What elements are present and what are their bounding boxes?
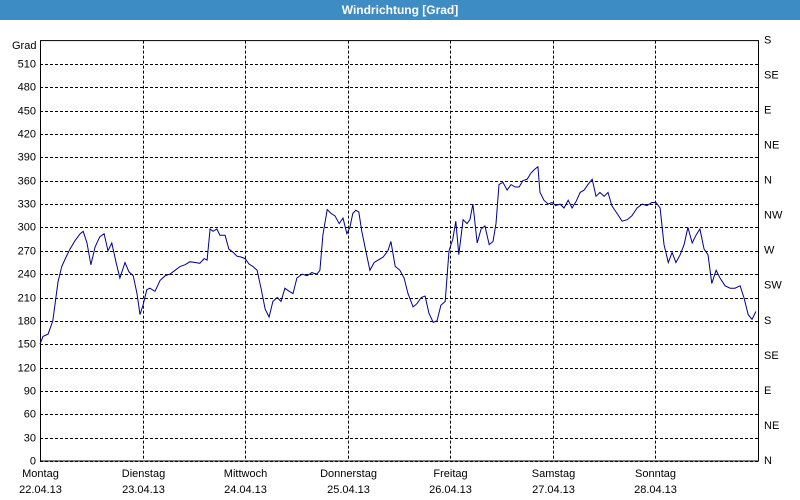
y2-tick-label: NW (764, 210, 783, 222)
y-tick-label: 510 (18, 58, 36, 70)
x-tick-sublabel: 26.04.13 (429, 484, 472, 496)
y2-tick-label: N (764, 175, 772, 187)
y-tick-label: 330 (18, 198, 36, 210)
y-tick-label: 450 (18, 105, 36, 117)
y-tick-label: 240 (18, 268, 36, 280)
y-tick-label: 0 (30, 455, 36, 467)
x-tick-sublabel: 23.04.13 (122, 484, 165, 496)
y2-tick-label: SW (764, 280, 782, 292)
x-tick-label: Donnerstag (320, 468, 377, 480)
y2-tick-label: S (764, 315, 771, 327)
y2-tick-label: NE (764, 140, 779, 152)
y-tick-label: 360 (18, 175, 36, 187)
y-tick-label: 420 (18, 128, 36, 140)
x-tick-sublabel: 28.04.13 (634, 484, 677, 496)
y-tick-label: 210 (18, 292, 36, 304)
x-tick-label: Montag (22, 468, 59, 480)
x-tick-label: Sonntag (635, 468, 676, 480)
y2-tick-label: E (764, 385, 771, 397)
x-tick-label: Mittwoch (224, 468, 267, 480)
y2-tick-label: SE (764, 70, 779, 82)
y-tick-label: 30 (24, 432, 36, 444)
y2-tick-label: NE (764, 420, 779, 432)
x-tick-sublabel: 27.04.13 (532, 484, 575, 496)
y-tick-label: 480 (18, 81, 36, 93)
x-tick-label: Freitag (433, 468, 467, 480)
x-tick-sublabel: 22.04.13 (19, 484, 62, 496)
plot-frame (40, 40, 759, 462)
x-tick-sublabel: 24.04.13 (224, 484, 267, 496)
chart: Grad 0 30 60 90 120 150 180 210 240 270 300 330 360 3… (12, 35, 783, 496)
y2-tick-label: N (764, 455, 772, 467)
y2-tick-label: SE (764, 350, 779, 362)
y-tick-label: 120 (18, 362, 36, 374)
y-axis-label: Grad (12, 40, 36, 52)
x-tick-label: Samstag (532, 468, 575, 480)
x-tick-label: Dienstag (122, 468, 165, 480)
y2-tick-label: W (764, 245, 775, 257)
line (39, 165, 757, 345)
y-tick-label: 270 (18, 245, 36, 257)
y2-tick-label: E (764, 105, 771, 117)
y-tick-label: 150 (18, 338, 36, 350)
y-tick-label: 90 (24, 385, 36, 397)
y2-tick-label: S (764, 35, 771, 47)
x-tick-sublabel: 25.04.13 (327, 484, 370, 496)
y-tick-label: 180 (18, 315, 36, 327)
y-tick-label: 390 (18, 151, 36, 163)
title-bar: Windrichtung [Grad] (0, 0, 800, 20)
y-tick-label: 300 (18, 221, 36, 233)
y-tick-label: 60 (24, 408, 36, 420)
